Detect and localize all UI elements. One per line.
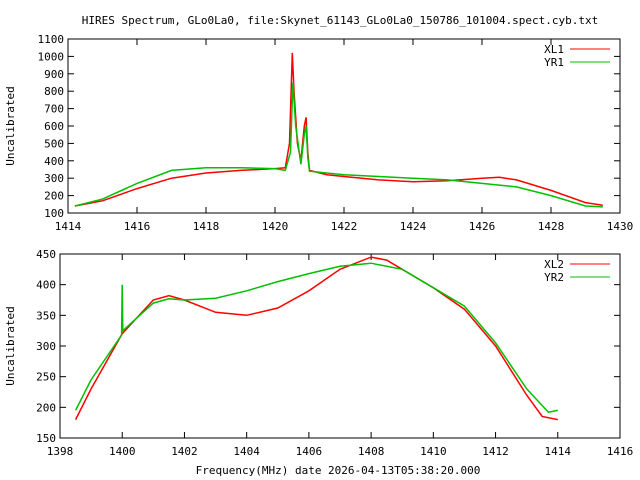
legend-label: XL1	[544, 43, 564, 56]
plot-1: 1414 1416 1418 1420 1422 1424 1426 1428 1430 100 2…	[4, 33, 633, 233]
x-tick-label: 1404	[233, 445, 260, 458]
y-tick-label: 200	[44, 190, 64, 203]
y-tick-label: 350	[36, 309, 56, 322]
x-tick-label: 1412	[482, 445, 509, 458]
y-tick-label: 100	[44, 207, 64, 220]
x-tick-label: 1422	[331, 220, 358, 233]
y-tick-label: 150	[36, 432, 56, 445]
legend-label: XL2	[544, 258, 564, 271]
legend-label: YR1	[544, 56, 564, 69]
series-xl1-line	[74, 52, 603, 207]
chart-title: HIRES Spectrum, GLo0La0, file:Skynet_611…	[82, 14, 599, 27]
y-tick-label: 1100	[38, 33, 65, 46]
y-tick-label: 1000	[38, 50, 65, 63]
x-tick-label: 1428	[538, 220, 565, 233]
y-tick-label: 400	[44, 155, 64, 168]
series-xl2-line	[74, 256, 558, 421]
x-tick-label: 1420	[262, 220, 289, 233]
x-tick-label: 1400	[109, 445, 136, 458]
x-tick-label: 1426	[469, 220, 496, 233]
plot-frame	[59, 253, 621, 439]
y-tick-label: 250	[36, 371, 56, 384]
plot-2: 1398 1400 1402 1404 1406 1408 1410 1412 1414 1416…	[4, 248, 633, 458]
x-tick-label: 1398	[47, 445, 74, 458]
series-yr2-line	[74, 262, 558, 414]
y-tick-label: 400	[36, 279, 56, 292]
legend-label: YR2	[544, 271, 564, 284]
y-tick-label: 500	[44, 137, 64, 150]
x-tick-label: 1406	[296, 445, 323, 458]
y-axis-label: Uncalibrated	[4, 86, 17, 165]
y-tick-label: 300	[36, 340, 56, 353]
x-tick-label: 1414	[55, 220, 82, 233]
y-tick-label: 600	[44, 120, 64, 133]
x-axis-label: Frequency(MHz) date 2026-04-13T05:38:20.…	[196, 464, 481, 477]
y-tick-label: 900	[44, 68, 64, 81]
series-yr1-line	[74, 82, 603, 208]
x-tick-label: 1416	[124, 220, 151, 233]
y-tick-label: 200	[36, 401, 56, 414]
x-tick-label: 1402	[171, 445, 198, 458]
y-axis-label: Uncalibrated	[4, 306, 17, 385]
x-tick-label: 1418	[193, 220, 220, 233]
x-tick-label: 1408	[358, 445, 385, 458]
y-tick-label: 700	[44, 103, 64, 116]
x-tick-label: 1424	[400, 220, 427, 233]
x-tick-label: 1414	[545, 445, 572, 458]
y-tick-label: 800	[44, 85, 64, 98]
y-tick-label: 450	[36, 248, 56, 261]
x-tick-label: 1416	[607, 445, 634, 458]
y-tick-label: 300	[44, 172, 64, 185]
x-tick-label: 1410	[420, 445, 447, 458]
x-tick-label: 1430	[607, 220, 634, 233]
